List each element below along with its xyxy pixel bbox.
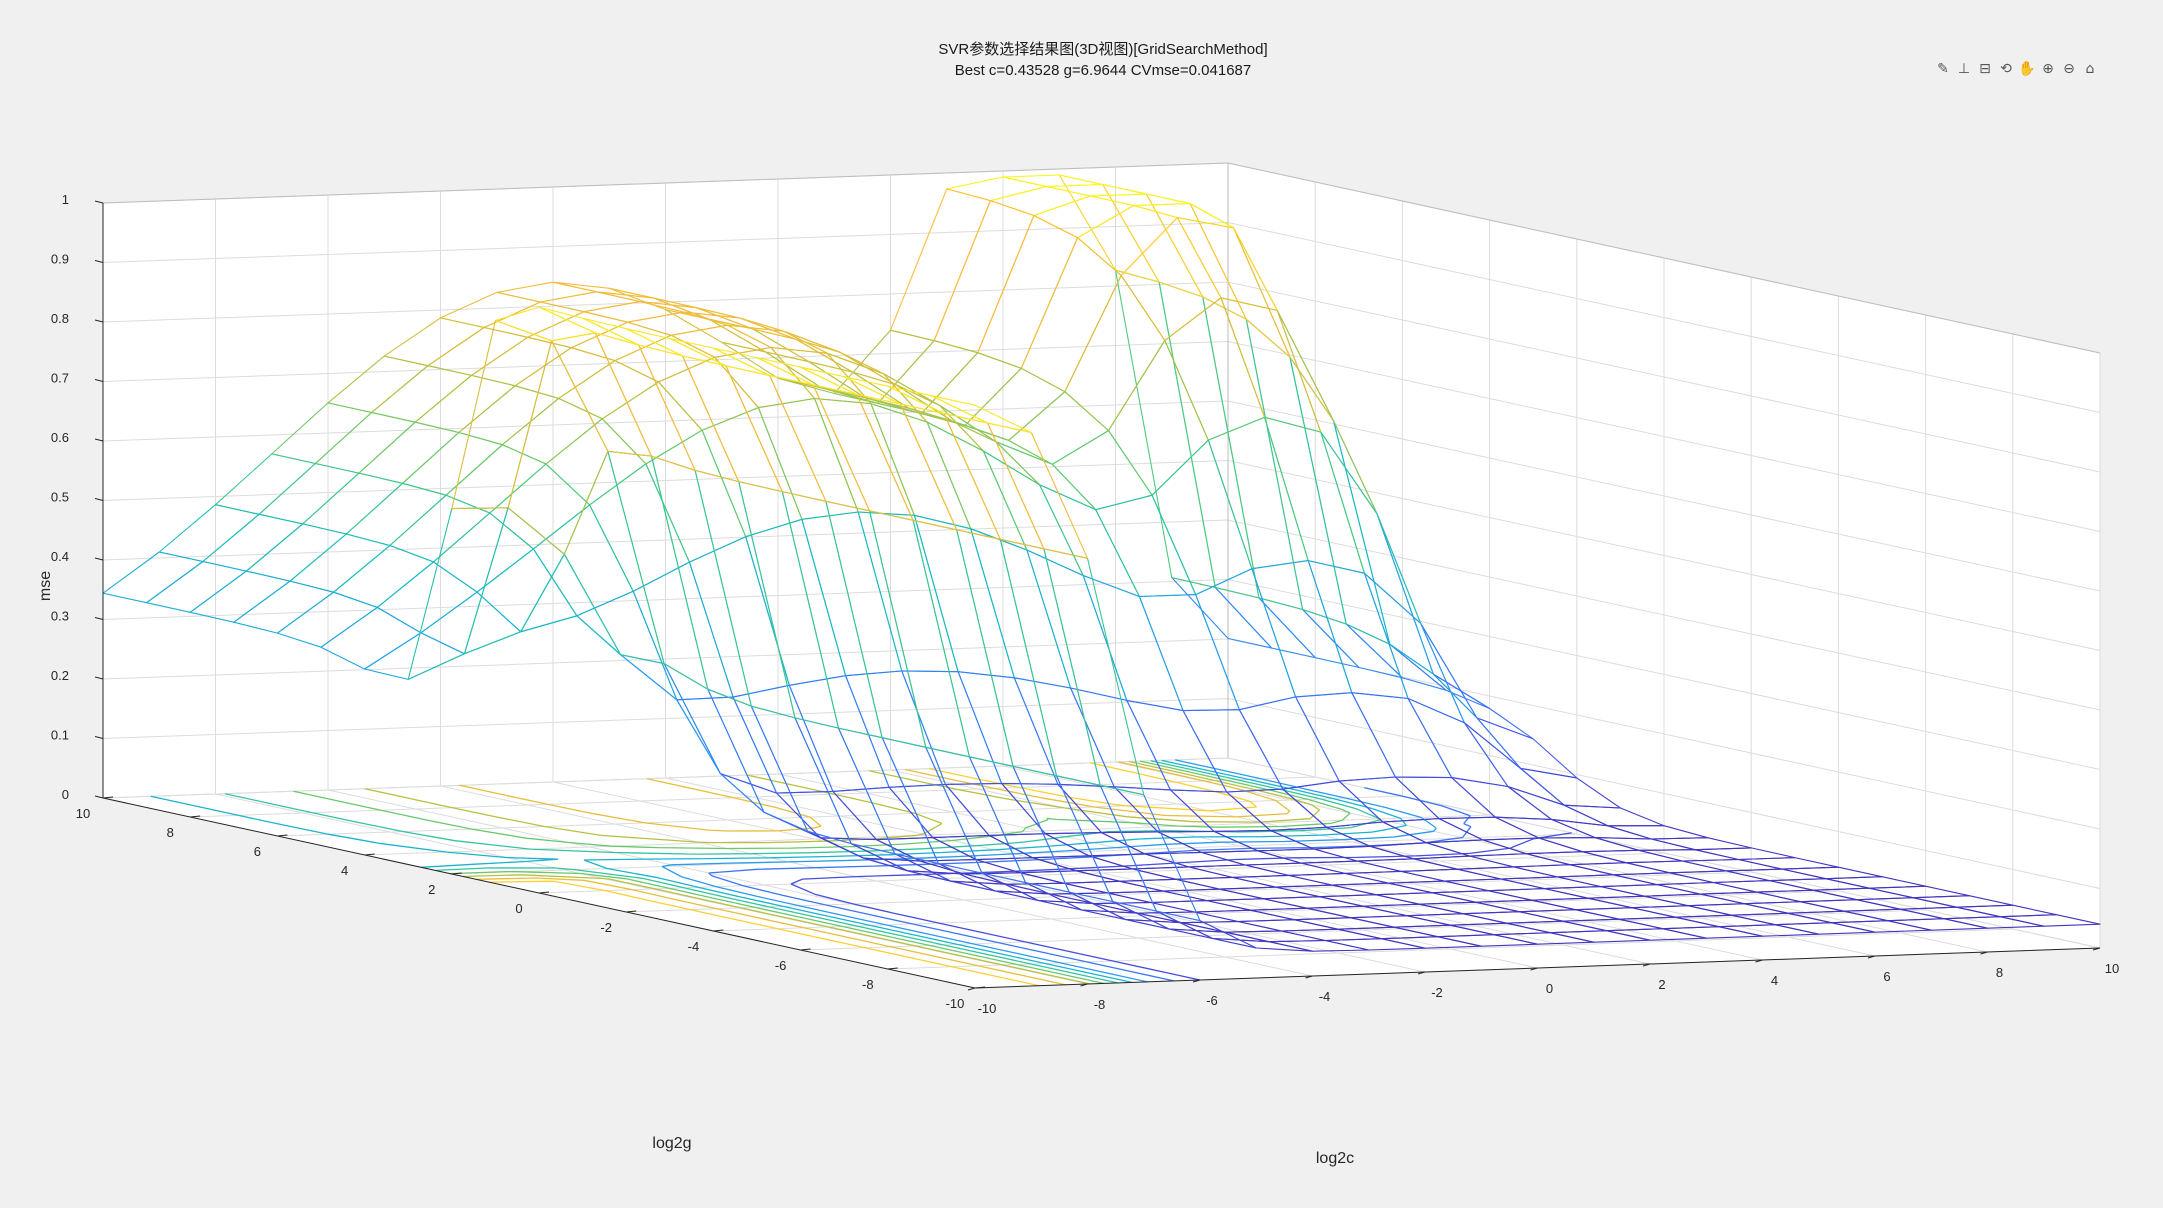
z-tick-mark bbox=[94, 260, 104, 263]
z-tick-mark bbox=[94, 379, 104, 382]
contour-level bbox=[489, 762, 1258, 987]
y-tick-mark bbox=[102, 796, 114, 799]
z-tick-label: 0.5 bbox=[51, 490, 69, 505]
y-tick-mark bbox=[190, 815, 201, 818]
y-tick-label: -4 bbox=[688, 939, 700, 954]
tick-labels: -10 -8 -6 -4 -2 0 2 4 6 8 10 -10 -8 -6 -4 -2 0 2 4 6 8 10 0 0.1… bbox=[51, 192, 2119, 1016]
contour-level bbox=[790, 832, 1572, 981]
x-tick-mark bbox=[2092, 947, 2101, 951]
x-tick-label: 4 bbox=[1771, 973, 1778, 988]
y-tick-mark bbox=[713, 929, 724, 932]
contour-level bbox=[293, 760, 1351, 985]
x-tick-mark bbox=[1980, 951, 1988, 955]
z-tick-mark bbox=[94, 736, 104, 739]
y-tick-mark bbox=[626, 910, 637, 913]
x-tick-label: 8 bbox=[1996, 965, 2003, 980]
z-tick-mark bbox=[94, 795, 104, 799]
x-tick-label: -10 bbox=[978, 1001, 997, 1016]
y-tick-label: 4 bbox=[341, 863, 348, 878]
y-tick-mark bbox=[538, 891, 550, 894]
chart-subtitle: Best c=0.43528 g=6.9644 CVmse=0.041687 bbox=[955, 62, 1251, 79]
x-tick-mark bbox=[1530, 967, 1538, 971]
rotate-icon[interactable]: ⟲ bbox=[2000, 61, 2012, 77]
z-tick-mark bbox=[94, 498, 104, 501]
y-tick-mark bbox=[277, 834, 288, 837]
x-axis-label: log2c bbox=[1316, 1150, 1354, 1167]
z-tick-label: 0.1 bbox=[51, 728, 69, 743]
x-tick-mark bbox=[1642, 963, 1651, 967]
y-tick-mark bbox=[364, 853, 375, 856]
y-tick-label: 10 bbox=[76, 806, 90, 821]
x-tick-label: 0 bbox=[1546, 981, 1553, 996]
contour-level bbox=[224, 760, 1381, 984]
z-tick-label: 0.8 bbox=[51, 311, 69, 326]
zoom-in-icon[interactable]: ⊕ bbox=[2042, 61, 2054, 77]
surface-cell[interactable] bbox=[930, 395, 1032, 434]
x-tick-mark bbox=[1192, 979, 1201, 983]
y-tick-mark bbox=[887, 967, 898, 970]
x-tick-label: -6 bbox=[1206, 993, 1218, 1008]
contour-level bbox=[661, 759, 1437, 983]
y-tick-mark bbox=[974, 986, 986, 989]
z-tick-mark bbox=[94, 557, 104, 561]
y-tick-label: -6 bbox=[775, 958, 787, 973]
data-tips-icon[interactable]: ⊥ bbox=[1957, 61, 1971, 77]
x-tick-label: -8 bbox=[1094, 997, 1106, 1012]
z-tick-mark bbox=[94, 617, 104, 620]
x-tick-mark bbox=[1417, 971, 1426, 975]
z-tick-mark bbox=[94, 319, 104, 323]
x-tick-mark bbox=[967, 987, 976, 991]
z-tick-label: 0.3 bbox=[51, 609, 69, 624]
z-axis-label: mse bbox=[37, 571, 54, 601]
x-tick-label: 2 bbox=[1658, 977, 1665, 992]
x-tick-label: 6 bbox=[1883, 969, 1890, 984]
z-tick-label: 0.9 bbox=[51, 252, 69, 267]
x-tick-label: -2 bbox=[1431, 985, 1443, 1000]
z-tick-mark bbox=[94, 438, 104, 442]
contour-level bbox=[150, 759, 1407, 984]
x-tick-mark bbox=[1080, 983, 1088, 987]
x-tick-mark bbox=[1305, 975, 1313, 979]
z-tick-label: 1 bbox=[62, 192, 69, 207]
surface-mesh[interactable] bbox=[102, 174, 2101, 952]
z-tick-label: 0 bbox=[62, 787, 69, 802]
y-tick-label: -8 bbox=[862, 977, 874, 992]
z-tick-mark bbox=[94, 200, 104, 204]
y-tick-label: -2 bbox=[600, 920, 612, 935]
y-tick-label: 6 bbox=[254, 844, 261, 859]
axes-toolbar: ✎ ⊥ ⊟ ⟲ ✋ ⊕ ⊖ ⌂ bbox=[1934, 60, 2099, 78]
y-axis-label: log2g bbox=[652, 1135, 691, 1152]
x-tick-mark bbox=[1867, 955, 1876, 959]
z-tick-label: 0.2 bbox=[51, 668, 69, 683]
floor-contours bbox=[150, 759, 1572, 987]
y-tick-label: -10 bbox=[946, 996, 965, 1011]
y-tick-mark bbox=[800, 948, 811, 951]
x-tick-label: -4 bbox=[1319, 989, 1331, 1004]
chart-title: SVR参数选择结果图(3D视图)[GridSearchMethod] bbox=[938, 41, 1267, 58]
z-tick-label: 0.6 bbox=[51, 430, 69, 445]
z-tick-label: 0.7 bbox=[51, 371, 69, 386]
z-tick-mark bbox=[94, 676, 104, 680]
home-icon[interactable]: ⌂ bbox=[2085, 61, 2095, 77]
brush-icon[interactable]: ✎ bbox=[1937, 61, 1949, 77]
y-tick-label: 2 bbox=[428, 882, 435, 897]
x-tick-mark bbox=[1755, 959, 1763, 963]
y-tick-label: 8 bbox=[167, 825, 174, 840]
x-tick-label: 10 bbox=[2105, 961, 2119, 976]
z-tick-label: 0.4 bbox=[51, 549, 69, 564]
contour-level bbox=[459, 761, 1291, 986]
pan-icon[interactable]: ✋ bbox=[2018, 61, 2036, 77]
export-icon[interactable]: ⊟ bbox=[1979, 61, 1991, 77]
y-tick-mark bbox=[451, 872, 462, 875]
y-tick-label: 0 bbox=[515, 901, 522, 916]
zoom-out-icon[interactable]: ⊖ bbox=[2063, 61, 2075, 77]
contour-level bbox=[708, 787, 1472, 982]
